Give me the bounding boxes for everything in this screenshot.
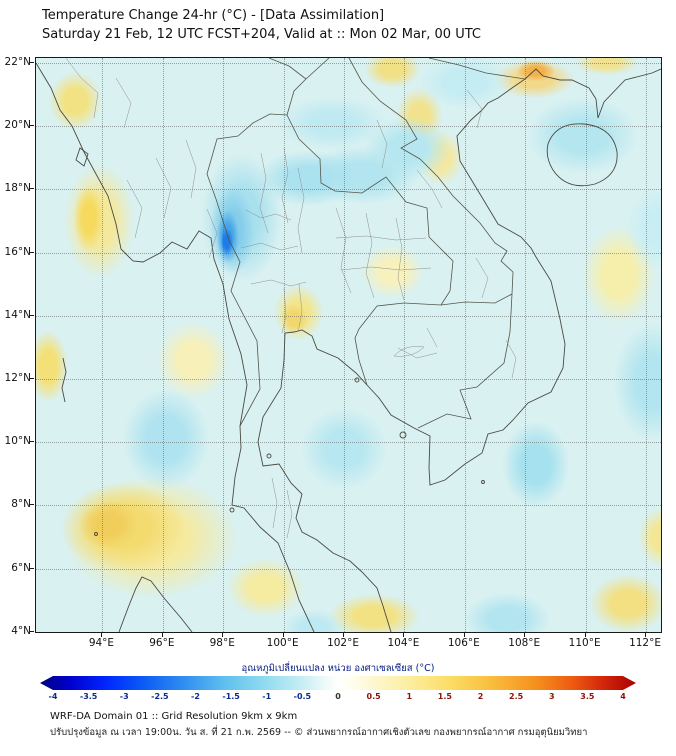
x-tick-mark — [282, 633, 284, 637]
colorbar-tick-label: -3.5 — [79, 692, 98, 701]
x-tick-label: 98°E — [209, 637, 235, 649]
colorbar-tick-label: -2 — [191, 692, 200, 701]
colorbar-tick-label: 0.5 — [366, 692, 381, 701]
y-tick-label: 20°N — [4, 119, 31, 132]
x-tick-mark — [101, 633, 103, 637]
province-boundaries — [65, 58, 517, 539]
footer-domain-info: WRF-DA Domain 01 :: Grid Resolution 9km … — [50, 711, 298, 722]
x-tick-mark — [161, 633, 163, 637]
y-tick-mark — [30, 62, 34, 64]
y-tick-label: 14°N — [4, 308, 31, 321]
x-tick-mark — [584, 633, 586, 637]
colorbar-tick-label: 1.5 — [437, 692, 452, 701]
map-panel — [35, 57, 662, 633]
colorbar-tick-label: -2.5 — [151, 692, 169, 701]
y-tick-label: 18°N — [4, 182, 31, 195]
y-tick-label: 16°N — [4, 245, 31, 258]
y-tick-label: 12°N — [4, 372, 31, 385]
y-tick-label: 22°N — [4, 56, 31, 69]
colorbar — [40, 676, 636, 690]
coastlines — [36, 62, 661, 632]
x-tick-label: 110°E — [568, 637, 601, 649]
x-tick-label: 96°E — [149, 637, 175, 649]
x-tick-mark — [645, 633, 647, 637]
x-tick-mark — [222, 633, 224, 637]
colorbar-tick-label: 1 — [406, 692, 413, 701]
x-tick-label: 102°E — [327, 637, 359, 649]
national-borders — [206, 58, 526, 429]
footer-update-info: ปรับปรุงข้อมูล ณ เวลา 19:00น. วัน ส. ที่… — [50, 727, 588, 738]
y-tick-mark — [30, 251, 34, 253]
x-tick-label: 94°E — [88, 637, 115, 649]
colorbar-tick-label: 2 — [477, 692, 484, 701]
y-tick-label: 10°N — [4, 435, 31, 448]
x-tick-label: 108°E — [508, 637, 541, 649]
x-tick-mark — [403, 633, 405, 637]
country-boundaries — [36, 58, 661, 632]
colorbar-tick-label: 3 — [548, 692, 555, 701]
y-tick-mark — [30, 567, 34, 569]
colorbar-title: อุณหภูมิเปลี่ยนแปลง หน่วย องศาเซลเซียส (… — [241, 663, 435, 674]
y-tick-mark — [30, 188, 34, 190]
colorbar-tick-label: -1 — [262, 692, 272, 701]
colorbar-tick-label: 0 — [335, 692, 341, 701]
y-tick-label: 8°N — [11, 498, 31, 511]
y-tick-label: 4°N — [11, 624, 31, 637]
x-tick-label: 100°E — [266, 637, 299, 649]
colorbar-tick-label: -0.5 — [293, 692, 312, 701]
y-tick-mark — [30, 630, 34, 632]
colorbar-tick-label: -3 — [119, 692, 129, 701]
x-tick-mark — [463, 633, 465, 637]
x-tick-mark — [524, 633, 526, 637]
colorbar-tick-label: 3.5 — [580, 692, 595, 701]
colorbar-tick-label: 2.5 — [509, 692, 524, 701]
y-tick-mark — [30, 314, 34, 316]
x-tick-label: 106°E — [447, 637, 480, 649]
colorbar-tick-label: -1.5 — [222, 692, 240, 701]
temperature-anomaly-field — [36, 58, 661, 632]
x-tick-label: 112°E — [629, 637, 661, 649]
x-tick-mark — [343, 633, 345, 637]
y-tick-label: 6°N — [11, 561, 31, 574]
colorbar-tick-label: -4 — [48, 692, 58, 701]
y-tick-mark — [30, 504, 34, 506]
y-tick-mark — [30, 125, 34, 127]
colorbar-tick-label: 4 — [620, 692, 626, 701]
chart-subtitle: Saturday 21 Feb, 12 UTC FCST+204, Valid … — [42, 27, 481, 42]
y-tick-mark — [30, 441, 34, 443]
x-tick-label: 104°E — [387, 637, 420, 649]
y-tick-mark — [30, 378, 34, 380]
chart-title: Temperature Change 24-hr (°C) - [Data As… — [42, 8, 385, 23]
